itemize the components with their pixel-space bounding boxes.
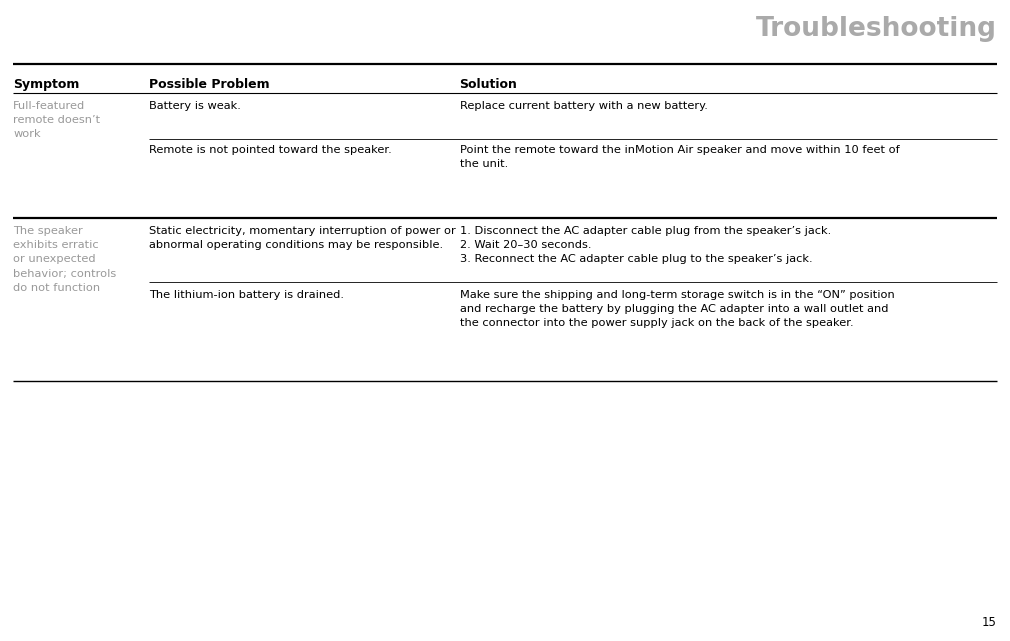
Text: Point the remote toward the inMotion Air speaker and move within 10 feet of
the : Point the remote toward the inMotion Air…: [460, 145, 899, 169]
Text: Full-featured
remote doesn’t
work: Full-featured remote doesn’t work: [13, 101, 100, 140]
Text: Static electricity, momentary interruption of power or
abnormal operating condit: Static electricity, momentary interrupti…: [149, 226, 457, 249]
Text: Remote is not pointed toward the speaker.: Remote is not pointed toward the speaker…: [149, 145, 392, 155]
Text: The speaker
exhibits erratic
or unexpected
behavior; controls
do not function: The speaker exhibits erratic or unexpect…: [13, 226, 116, 293]
Text: Replace current battery with a new battery.: Replace current battery with a new batte…: [460, 101, 707, 111]
Text: Battery is weak.: Battery is weak.: [149, 101, 241, 111]
Text: Make sure the shipping and long-term storage switch is in the “ON” position
and : Make sure the shipping and long-term sto…: [460, 290, 894, 328]
Text: Troubleshooting: Troubleshooting: [755, 16, 997, 42]
Text: Solution: Solution: [460, 78, 517, 91]
Text: The lithium-ion battery is drained.: The lithium-ion battery is drained.: [149, 290, 344, 300]
Text: 1. Disconnect the AC adapter cable plug from the speaker’s jack.
2. Wait 20–30 s: 1. Disconnect the AC adapter cable plug …: [460, 226, 831, 263]
Text: Symptom: Symptom: [13, 78, 80, 91]
Text: 15: 15: [982, 617, 997, 629]
Text: Possible Problem: Possible Problem: [149, 78, 270, 91]
